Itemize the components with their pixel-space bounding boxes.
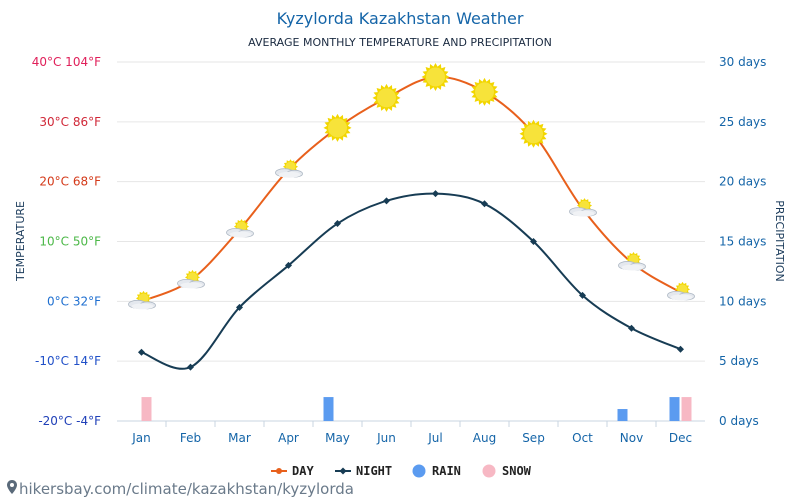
footer-url[interactable]: hikersbay.com/climate/kazakhstan/kyzylor… <box>19 480 354 498</box>
location-pin-icon <box>7 480 17 494</box>
right-tick-label: 15 days <box>719 235 766 249</box>
sun-icon <box>421 62 450 91</box>
legend-item-snow: SNOW <box>482 464 532 478</box>
x-tick-label: Sep <box>522 431 545 445</box>
night-marker <box>677 345 684 353</box>
cloudy-sun-icon <box>667 281 695 301</box>
left-axis: 40°C 104°F 30°C 86°F 20°C 68°F 10°C 50°F 0°C… <box>32 55 101 428</box>
legend-label: NIGHT <box>356 464 392 478</box>
legend-label: RAIN <box>432 464 461 478</box>
right-tick-label: 20 days <box>719 175 766 189</box>
night-marker <box>236 303 243 311</box>
x-tick-label: Dec <box>669 431 692 445</box>
x-tick-label: Nov <box>620 431 643 445</box>
series-lines <box>138 75 684 371</box>
x-tick-label: Jul <box>427 431 442 445</box>
x-tick-label: May <box>325 431 350 445</box>
chart-subtitle: AVERAGE MONTHLY TEMPERATURE AND PRECIPIT… <box>248 36 552 49</box>
night-marker <box>285 261 292 269</box>
sun-icon <box>519 119 548 148</box>
right-axis: 30 days 25 days 20 days 15 days 10 days 5 day… <box>719 55 766 428</box>
rain-bar <box>617 409 628 421</box>
right-tick-label: 30 days <box>719 55 766 69</box>
footer: hikersbay.com/climate/kazakhstan/kyzylor… <box>7 480 354 498</box>
x-tick-label: Feb <box>180 431 201 445</box>
weather-icons <box>128 62 695 310</box>
right-tick-label: 25 days <box>719 115 766 129</box>
sun-icon <box>323 113 352 142</box>
snow-bar <box>681 397 692 421</box>
snow-bar <box>141 397 152 421</box>
night-marker <box>481 200 488 208</box>
right-tick-label: 5 days <box>719 354 759 368</box>
rain-bar <box>323 397 334 421</box>
legend-item-day: DAY <box>271 464 314 478</box>
cloudy-sun-icon <box>275 159 303 178</box>
night-marker <box>187 363 194 371</box>
legend-label: SNOW <box>502 464 532 478</box>
left-tick-label: 40°C 104°F <box>32 55 101 69</box>
legend-item-rain: RAIN <box>412 464 461 478</box>
night-line <box>141 192 681 370</box>
night-marker <box>432 190 439 198</box>
right-tick-label: 0 days <box>719 414 759 428</box>
night-marker <box>138 348 145 356</box>
cloudy-sun-icon <box>128 290 156 310</box>
legend-label: DAY <box>292 464 314 478</box>
x-tick-label: Aug <box>473 431 496 445</box>
precipitation-bars <box>141 397 692 421</box>
x-tick-label: Mar <box>228 431 251 445</box>
night-marker <box>383 197 390 205</box>
day-line <box>141 75 682 303</box>
left-tick-label: 20°C 68°F <box>39 175 101 189</box>
sun-icon <box>372 83 401 112</box>
legend: DAY NIGHT RAIN SNOW <box>271 464 532 478</box>
cloudy-sun-icon <box>177 269 205 289</box>
left-tick-label: -10°C 14°F <box>35 354 101 368</box>
x-axis: Jan Feb Mar Apr May Jun Jul Aug Sep Oct Nov Dec <box>117 420 705 445</box>
x-tick-label: Apr <box>278 431 299 445</box>
chart-title: Kyzylorda Kazakhstan Weather <box>277 9 524 28</box>
left-axis-label: TEMPERATURE <box>14 201 27 282</box>
left-tick-label: 30°C 86°F <box>39 115 101 129</box>
sun-icon <box>470 77 499 106</box>
cloudy-sun-icon <box>618 251 646 271</box>
legend-item-night: NIGHT <box>335 464 392 478</box>
right-tick-label: 10 days <box>719 294 766 308</box>
left-tick-label: -20°C -4°F <box>38 414 101 428</box>
night-marker <box>334 220 341 228</box>
cloudy-sun-icon <box>226 219 254 238</box>
cloudy-sun-icon <box>569 198 597 217</box>
night-marker <box>530 238 537 245</box>
x-tick-label: Jan <box>131 431 151 445</box>
x-tick-label: Jun <box>376 431 396 445</box>
x-tick-label: Oct <box>572 431 593 445</box>
left-tick-label: 10°C 50°F <box>39 235 101 249</box>
grid-lines <box>117 61 705 422</box>
left-tick-label: 0°C 32°F <box>47 294 101 308</box>
night-marker <box>579 291 586 299</box>
right-axis-label: PRECIPITATION <box>773 200 786 281</box>
night-marker <box>628 324 635 332</box>
rain-bar <box>669 397 680 421</box>
